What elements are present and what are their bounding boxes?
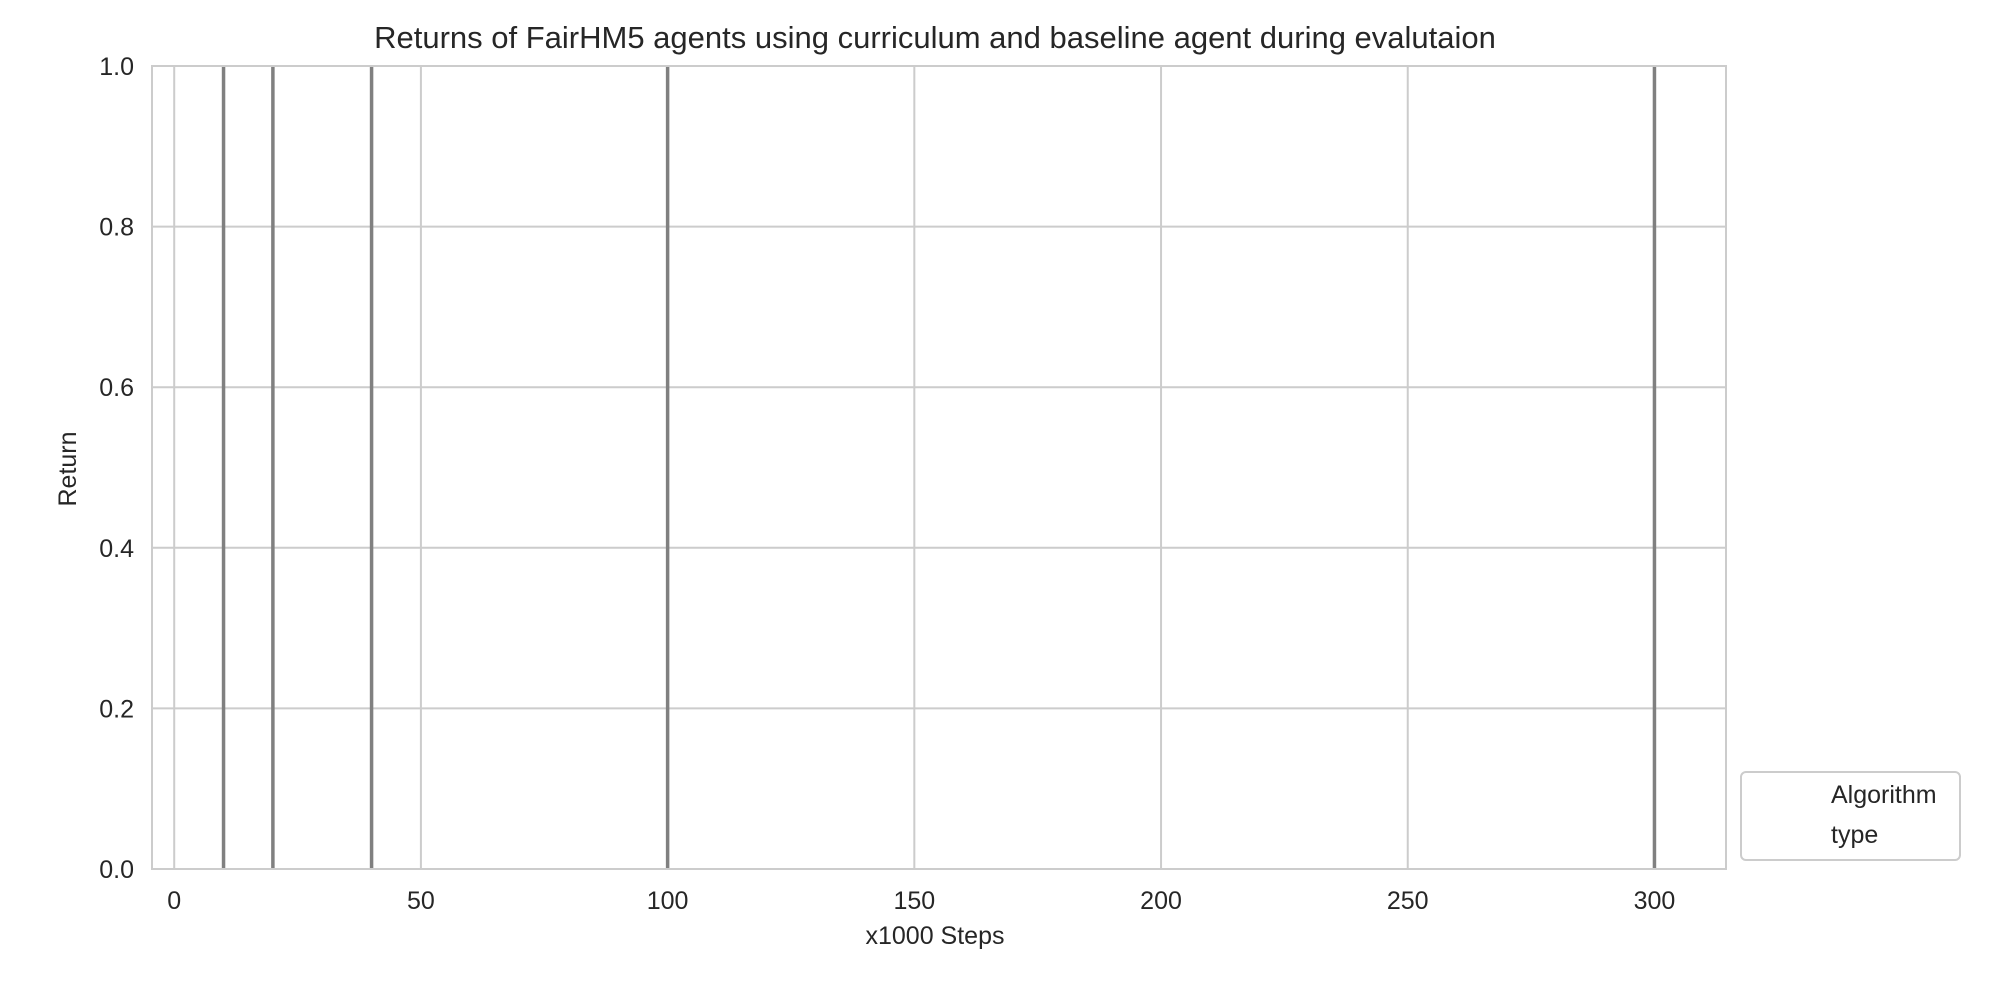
x-tick-label: 250 [1387,887,1429,915]
x-tick-label: 50 [407,887,435,915]
x-tick-label: 300 [1634,887,1676,915]
x-tick-label: 100 [647,887,689,915]
grid-layer [152,65,1726,870]
x-tick-label: 200 [1140,887,1182,915]
y-tick-label: 1.0 [99,53,134,81]
x-tick-labels: 0 50 100 150 200 250 300 [167,887,1675,915]
y-tick-label: 0.4 [99,535,134,563]
legend-box [1740,771,1961,861]
y-tick-label: 0.8 [99,214,134,242]
chart-title: Returns of FairHM5 agents using curricul… [374,20,1496,55]
legend-entry: type [1831,821,1878,849]
legend: Algorithm type [1740,771,1961,861]
y-tick-label: 0.0 [99,856,134,884]
y-axis-label: Return [54,431,82,506]
x-tick-label: 150 [893,887,935,915]
x-axis-label: x1000 Steps [866,922,1005,950]
plot-frame [151,65,1727,870]
y-tick-label: 0.2 [99,695,134,723]
y-tick-labels: 0.0 0.2 0.4 0.6 0.8 1.0 [99,53,134,884]
legend-entry: Algorithm [1831,781,1937,809]
x-tick-label: 0 [167,887,181,915]
vertical-markers [221,66,1657,869]
y-tick-label: 0.6 [99,374,134,402]
